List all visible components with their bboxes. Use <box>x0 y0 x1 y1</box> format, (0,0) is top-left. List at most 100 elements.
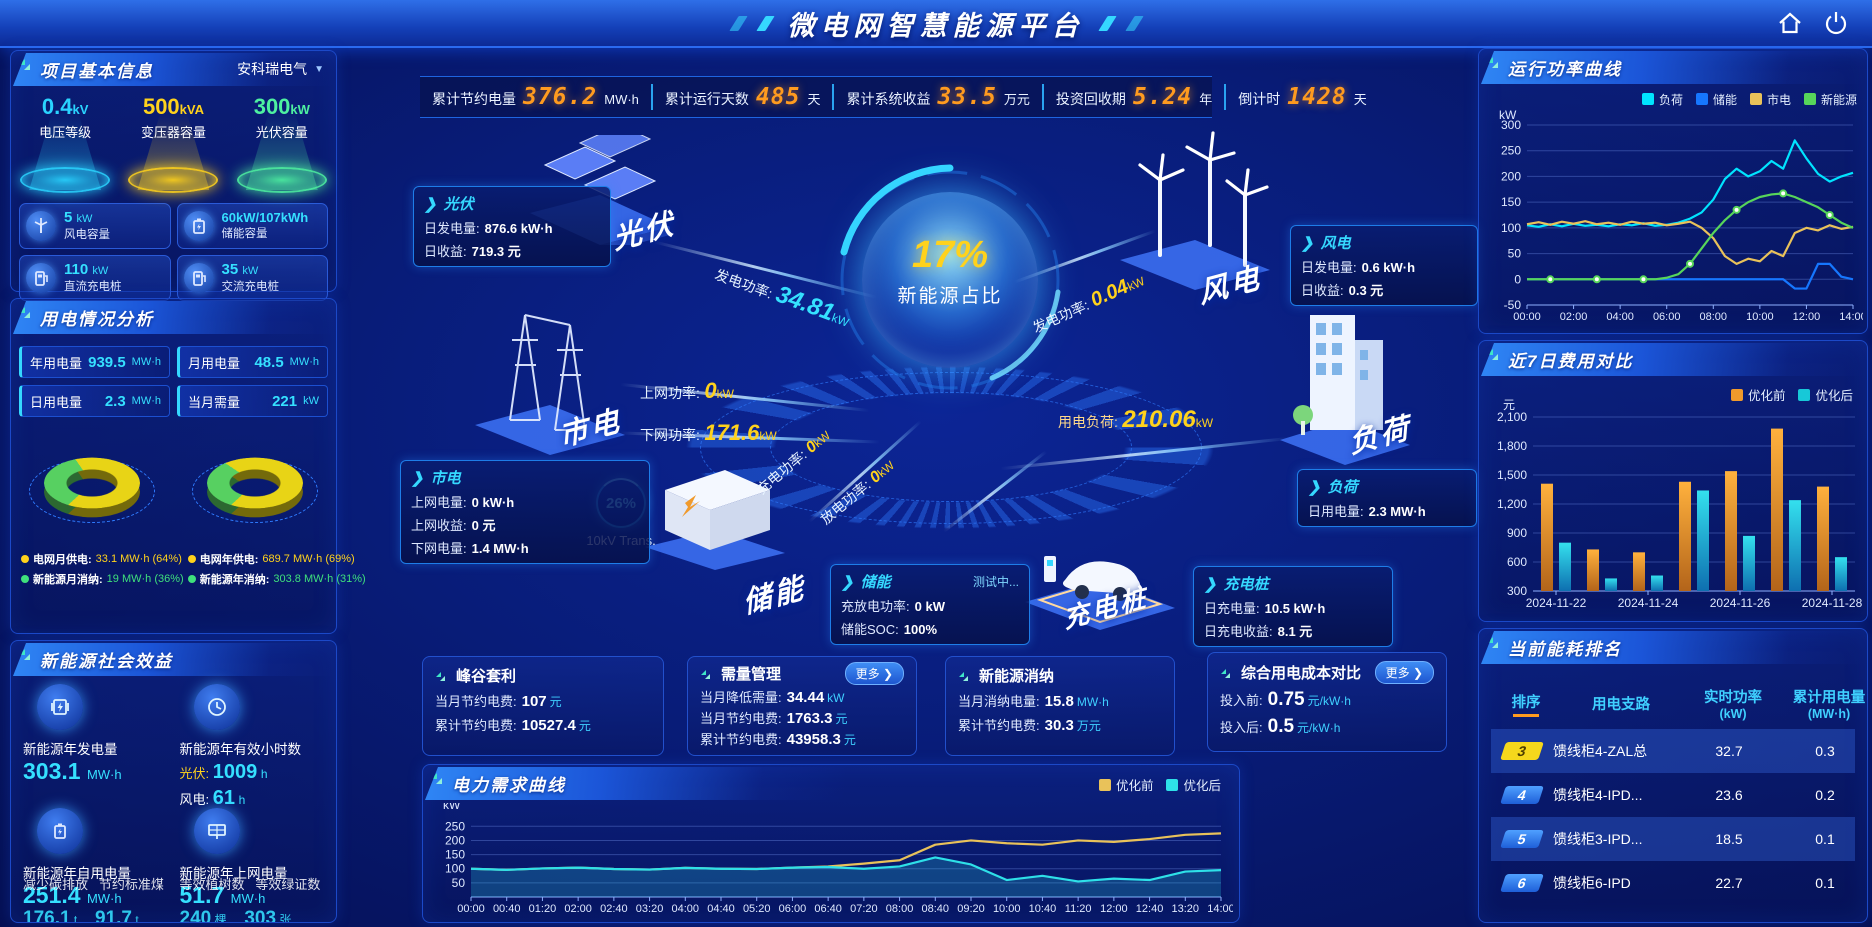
chevron-right-icon: ❯ <box>1301 234 1314 252</box>
panel-header: 电力需求曲线 <box>425 767 845 800</box>
capacity-stats-grid: 5 kW 风电容量 60kW/107kWh 储能容量 110 kW 直流充电桩 35 kW 交… <box>19 203 328 301</box>
panel-corner-icon <box>431 773 442 784</box>
social-benefit-grid: 新能源年发电量 303.1 MW·h 新能源年有效小时数 光伏: 1009 h 风电: … <box>23 684 327 923</box>
info-box-title: ❯ 光伏 <box>424 195 474 214</box>
rank-badge: 3 <box>1500 742 1544 760</box>
social-overlay-values: 176.1 t 91.7 t <box>23 908 139 923</box>
panel-corner-icon <box>19 649 30 660</box>
more-button[interactable]: 更多 ❯ <box>844 662 904 685</box>
table-row[interactable]: 3 馈线柜4-ZAL总 32.7 0.3 <box>1491 729 1855 773</box>
status-badge: 测试中... <box>972 575 1019 589</box>
power-icon[interactable] <box>1822 9 1850 37</box>
metric-box-title: 峰谷套利 <box>435 665 651 686</box>
social-benefit-item: 新能源年上网电量 51.7 MW·h 等效植树数 等效绿证数 240 棵 303 张 <box>179 808 327 922</box>
table-row[interactable]: 5 馈线柜3-IPD... 18.5 0.1 <box>1491 817 1855 861</box>
legend-value: 689.7 MW·h (69%) <box>262 553 355 565</box>
legend-label: 电网月供电: <box>33 554 92 566</box>
legend-item: 电网月供电: 33.1 MW·h (64%) <box>21 551 184 567</box>
chip-label: 日用电量 <box>30 394 83 410</box>
social-overlay-labels: 等效植树数 等效绿证数 <box>179 877 321 892</box>
panel-title: 当前能耗排名 <box>1508 640 1622 659</box>
summary-stats-bar: 累计节约电量 376.2 MW·h 累计运行天数 485 天累计系统收益 33.5 万元 投资回… <box>420 76 1367 118</box>
svg-text:14:00: 14:00 <box>1839 311 1863 323</box>
svg-text:10:40: 10:40 <box>1029 903 1057 915</box>
info-box-row: 下网电量: 1.4 MW·h <box>411 541 529 556</box>
social-label: 新能源年发电量 <box>23 742 118 757</box>
chevron-right-icon: ❯ <box>1204 575 1217 593</box>
svg-text:元: 元 <box>1503 398 1515 412</box>
info-box-title: ❯ 风电 <box>1301 234 1351 253</box>
capacity-stat-text: 60kW/107kWh 储能容量 <box>222 210 309 241</box>
pedestal-value: 0.4kV <box>41 94 89 119</box>
renewable-share-label: 新能源占比 <box>897 286 1003 307</box>
capacity-stat-text: 110 kW 直流充电桩 <box>64 261 122 295</box>
legend-dot <box>187 555 196 563</box>
info-box-title: ❯ 负荷 <box>1308 478 1358 497</box>
ranking-col-header: 累计用电量 (MW·h) <box>1792 690 1866 721</box>
svg-text:00:00: 00:00 <box>1513 311 1541 323</box>
capacity-pedestals: 0.4kV 电压等级 500kVA 变压器容量 300kW 光伏容量 <box>11 94 336 193</box>
info-box-row: 日发电量: 0.6 kW·h <box>1301 260 1416 275</box>
summary-stat: 投资回收期 5.24 年 <box>1041 84 1224 110</box>
branch-name: 馈线柜4-IPD... <box>1553 787 1643 803</box>
metric-corner-icon <box>701 670 710 679</box>
svg-text:1,200: 1,200 <box>1497 497 1527 511</box>
social-overlay-labels: 减少碳排放 节约标准煤 <box>23 877 164 892</box>
svg-text:03:20: 03:20 <box>636 903 664 915</box>
info-box-title: ❯ 市电 <box>411 469 461 488</box>
svg-text:04:00: 04:00 <box>672 903 700 915</box>
legend-item: 优化前 <box>1098 775 1153 794</box>
panel-corner-icon <box>19 59 30 70</box>
chevron-right-icon: ❯ <box>411 469 424 487</box>
summary-stat: 累计节约电量 376.2 MW·h <box>420 84 651 110</box>
svg-text:13:20: 13:20 <box>1172 903 1200 915</box>
capacity-stat: 5 kW 风电容量 <box>19 203 171 249</box>
company-select[interactable]: 安科瑞电气 ▼ <box>237 59 324 79</box>
metric-box-title: 需量管理 更多 ❯ <box>700 662 904 685</box>
svg-text:600: 600 <box>1507 555 1527 569</box>
summary-stat: 累计运行天数 485 天 <box>650 84 833 110</box>
svg-text:100: 100 <box>1501 221 1521 235</box>
platform-ring-decor <box>770 392 1132 502</box>
capacity-stat-label: 直流充电桩 <box>64 281 122 294</box>
demand-legend: 优化前 优化后 <box>1098 775 1221 794</box>
chip-unit: MW·h <box>131 395 161 407</box>
svg-text:06:40: 06:40 <box>814 903 842 915</box>
dc-charger-icon <box>26 263 56 293</box>
info-box-row: 日发电量: 876.6 kW·h <box>424 221 553 236</box>
table-row[interactable]: 6 馈线柜6-IPD 22.7 0.1 <box>1491 861 1855 901</box>
chip-value: 2.3 <box>104 392 126 410</box>
generator-icon <box>37 684 83 730</box>
donut-chart <box>44 457 141 509</box>
page-title: 微电网智慧能源平台 <box>787 10 1085 41</box>
svg-text:14:00: 14:00 <box>1207 903 1233 915</box>
legend-item: 优化后 <box>1166 775 1221 794</box>
panel-corner-icon <box>1487 57 1498 68</box>
svg-text:12:00: 12:00 <box>1100 903 1128 915</box>
rank-badge: 4 <box>1500 786 1544 804</box>
pedestal-value: 300kW <box>253 94 310 119</box>
home-icon[interactable] <box>1776 9 1804 37</box>
panel-header: 用电情况分析 <box>13 301 334 334</box>
legend-item: 市电 <box>1749 91 1791 108</box>
metric-row: 当月消纳电量: 15.8 MW·h <box>958 693 1109 710</box>
svg-text:1,800: 1,800 <box>1497 439 1527 453</box>
panel-corner-icon <box>1487 349 1498 360</box>
chevron-right-icon: ❯ <box>424 195 437 213</box>
chevron-right-icon: ❯ <box>1308 478 1321 496</box>
social-value: 51.7 MW·h <box>179 882 266 908</box>
flow-label-feed_in: 上网功率: 0kW <box>640 378 734 403</box>
social-line: 风电: 61 h <box>179 787 246 809</box>
table-row[interactable]: 4 馈线柜4-IPD... 23.6 0.2 <box>1491 773 1855 817</box>
more-button[interactable]: 更多 ❯ <box>1374 661 1434 684</box>
legend-item: 电网年供电: 689.7 MW·h (69%) <box>187 551 366 567</box>
legend-dot <box>187 575 196 583</box>
metric-box: 新能源消纳 当月消纳电量: 15.8 MW·h 累计节约电费: 30.3 万元 <box>945 656 1175 756</box>
svg-text:0: 0 <box>1514 272 1521 286</box>
wind-turbines-illustration <box>1120 131 1270 290</box>
panel-header: 运行功率曲线 <box>1481 51 1865 84</box>
panel-cost-compare: 近7日费用对比 优化前 优化后 2,100 1,800 1,500 1,200 900 60… <box>1478 340 1868 622</box>
svg-text:200: 200 <box>445 833 465 847</box>
social-label: 新能源年上网电量 <box>179 866 288 881</box>
